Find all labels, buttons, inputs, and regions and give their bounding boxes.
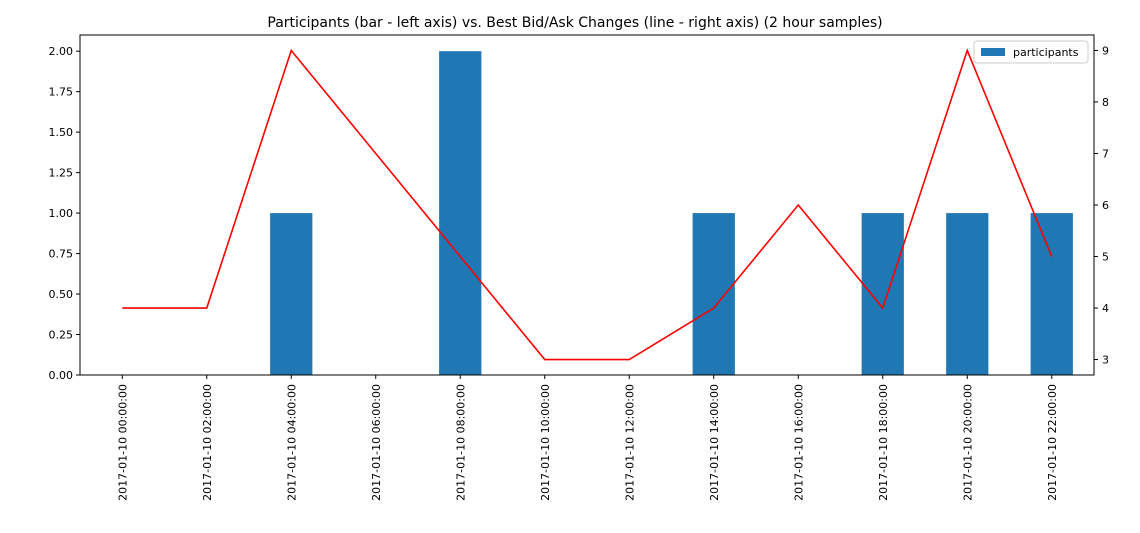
x-tick-label: 2017-01-10 22:00:00 bbox=[1046, 384, 1059, 501]
chart-title: Participants (bar - left axis) vs. Best … bbox=[267, 15, 882, 31]
x-tick-label: 2017-01-10 12:00:00 bbox=[623, 384, 636, 501]
x-tick-label: 2017-01-10 16:00:00 bbox=[792, 384, 805, 501]
left-tick-label: 0.25 bbox=[49, 329, 74, 342]
x-tick-label: 2017-01-10 18:00:00 bbox=[877, 384, 890, 501]
series-line bbox=[122, 48, 1053, 361]
right-tick-label: 7 bbox=[1102, 147, 1109, 160]
right-tick-label: 5 bbox=[1102, 251, 1109, 264]
bar bbox=[692, 213, 735, 375]
left-tick-label: 0.00 bbox=[49, 369, 74, 382]
right-tick-label: 8 bbox=[1102, 96, 1109, 109]
left-tick-label: 1.25 bbox=[49, 167, 74, 180]
x-tick-label: 2017-01-10 02:00:00 bbox=[201, 384, 214, 501]
bar bbox=[439, 51, 482, 375]
legend-box bbox=[973, 40, 1089, 64]
left-axis: 0.00 0.25 0.50 0.75 1.00 1.25 1.50 1.75 2.00 bbox=[49, 45, 80, 382]
right-tick-label: 4 bbox=[1102, 302, 1109, 315]
left-tick-label: 1.50 bbox=[49, 126, 74, 139]
x-tick-label: 2017-01-10 08:00:00 bbox=[454, 384, 467, 501]
left-tick-label: 2.00 bbox=[49, 45, 74, 58]
bar bbox=[861, 213, 904, 375]
bar bbox=[1030, 213, 1073, 375]
left-tick-label: 1.00 bbox=[49, 207, 74, 220]
bar-series bbox=[270, 51, 1073, 375]
line-series bbox=[122, 48, 1053, 361]
right-tick-label: 6 bbox=[1102, 199, 1109, 212]
x-axis: 2017-01-10 00:00:00 2017-01-10 02:00:00 20… bbox=[116, 375, 1059, 501]
bar bbox=[946, 213, 989, 375]
plot-frame bbox=[79, 34, 1095, 376]
x-tick-label: 2017-01-10 06:00:00 bbox=[370, 384, 383, 501]
legend-swatch bbox=[981, 48, 1005, 56]
left-tick-label: 0.50 bbox=[49, 288, 74, 301]
right-tick-label: 9 bbox=[1102, 44, 1109, 57]
x-tick-label: 2017-01-10 14:00:00 bbox=[708, 384, 721, 501]
right-tick-label: 3 bbox=[1102, 354, 1109, 367]
left-tick-label: 0.75 bbox=[49, 248, 74, 261]
bar bbox=[270, 213, 313, 375]
x-tick-label: 2017-01-10 00:00:00 bbox=[116, 384, 129, 501]
legend-label: participants bbox=[1013, 46, 1079, 59]
x-tick-label: 2017-01-10 10:00:00 bbox=[539, 384, 552, 501]
x-tick-label: 2017-01-10 20:00:00 bbox=[961, 384, 974, 501]
right-axis: 3 4 5 6 7 8 9 bbox=[1094, 44, 1109, 367]
left-tick-label: 1.75 bbox=[49, 86, 74, 99]
legend: participants bbox=[973, 40, 1089, 64]
x-tick-label: 2017-01-10 04:00:00 bbox=[285, 384, 298, 501]
